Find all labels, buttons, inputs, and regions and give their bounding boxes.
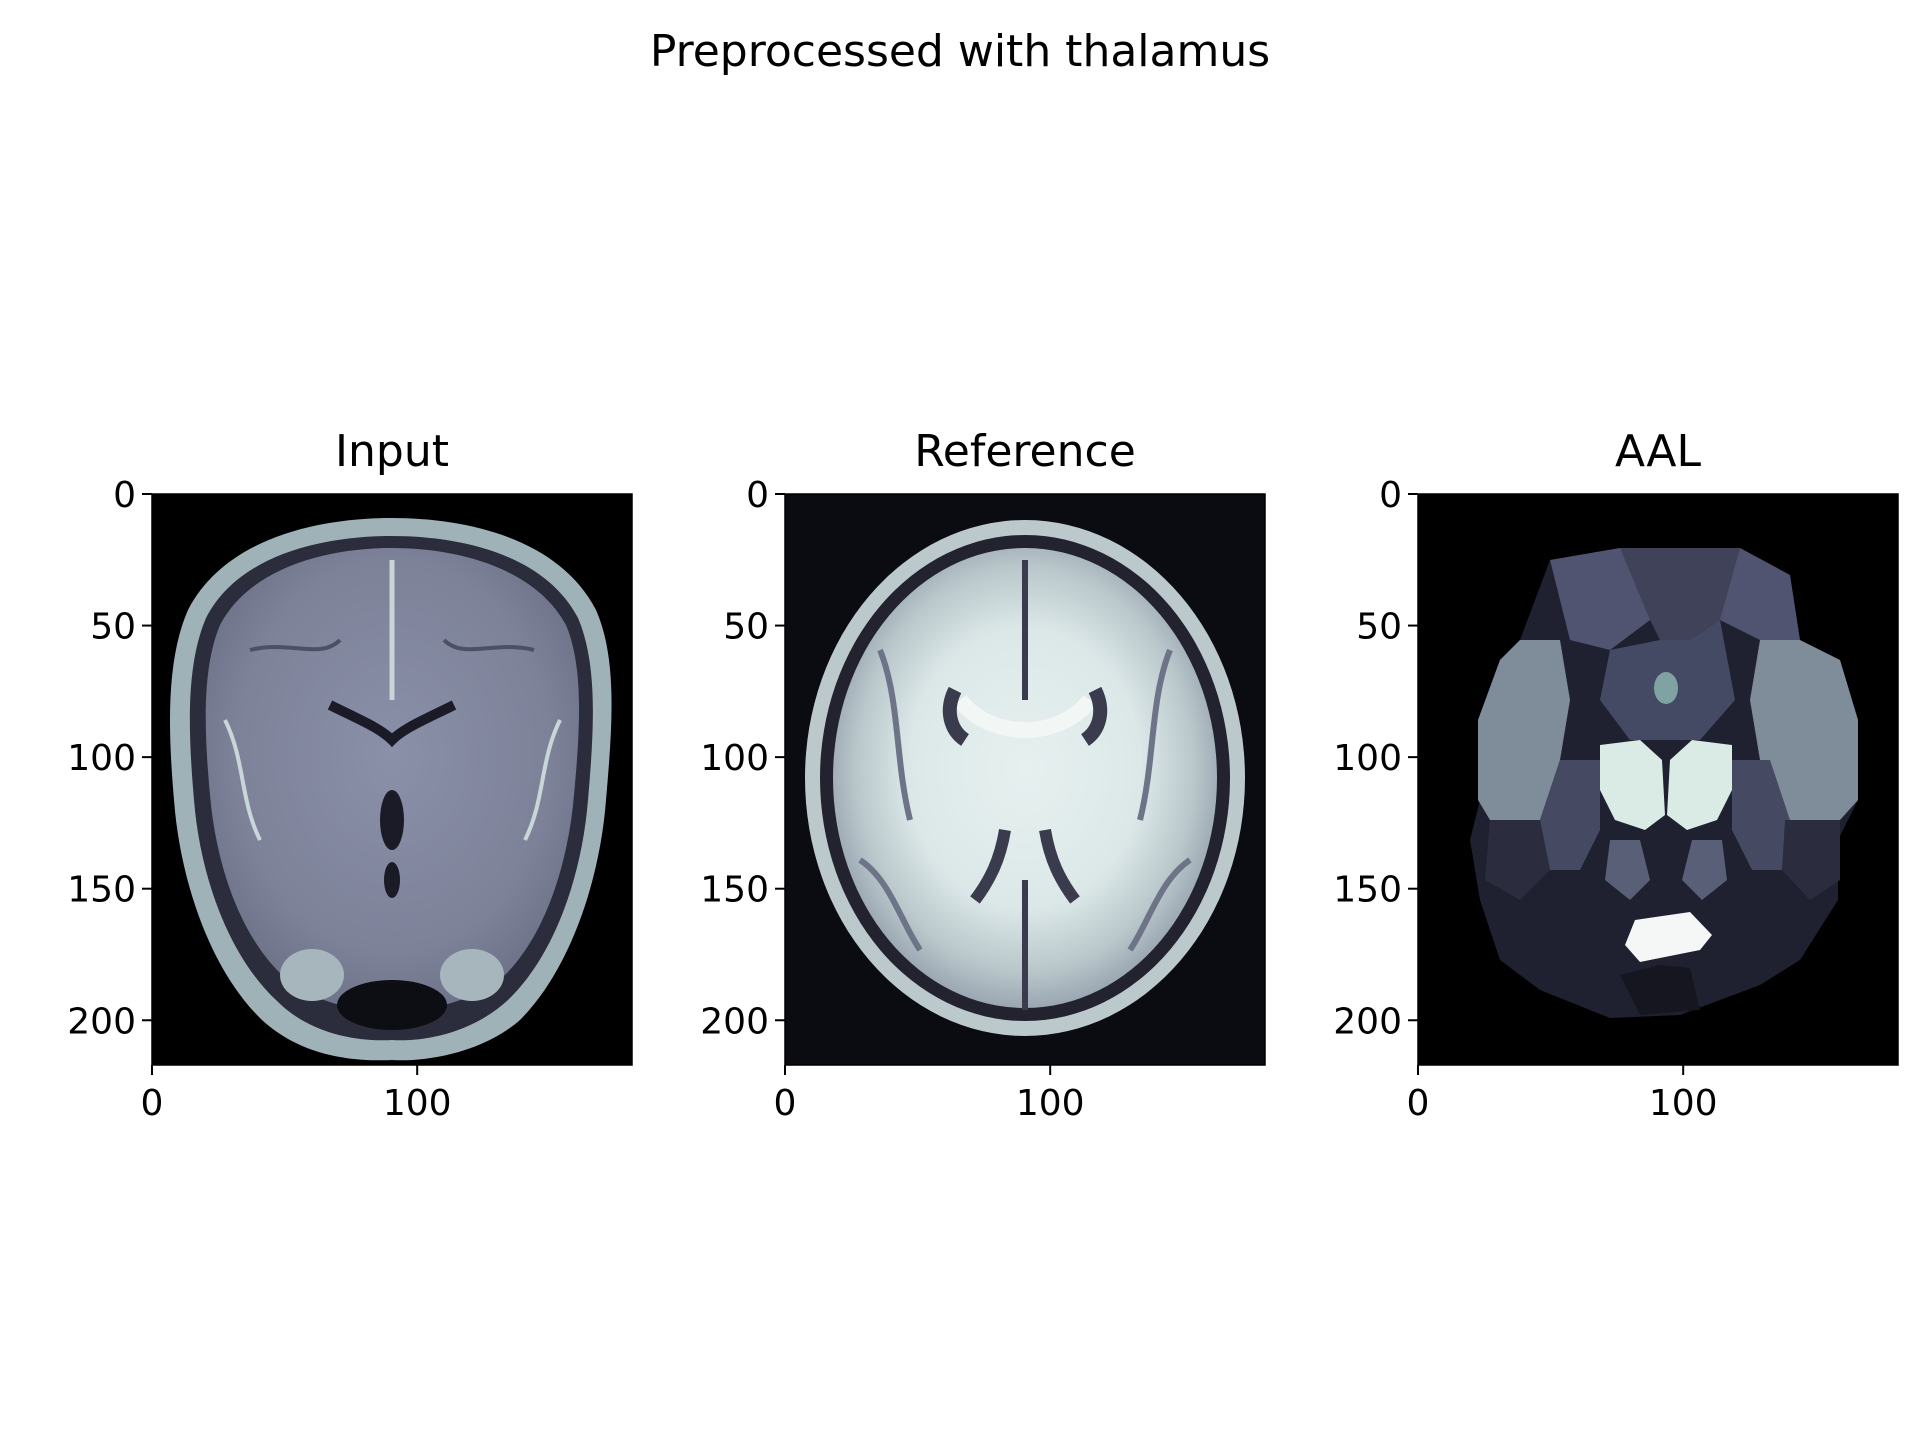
y-tick-label: 0: [113, 475, 136, 516]
input-mri-image: [169, 518, 612, 1061]
panel-title: AAL: [1615, 426, 1701, 477]
y-tick-label: 150: [1333, 870, 1402, 911]
y-tick-label: 50: [1356, 607, 1402, 648]
x-tick-label: 100: [1649, 1083, 1718, 1124]
y-tick-label: 150: [700, 870, 769, 911]
axes-frame: [784, 493, 1266, 1066]
panel-title: Input: [335, 426, 449, 477]
y-tick-label: 0: [1379, 475, 1402, 516]
y-tick-label: 50: [723, 607, 769, 648]
y-tick-label: 100: [67, 738, 136, 779]
y-tick-label: 100: [1333, 738, 1402, 779]
y-tick-label: 200: [700, 1001, 769, 1042]
x-tick-label: 0: [1407, 1083, 1430, 1124]
y-tick-label: 50: [90, 607, 136, 648]
panel-aal: AAL 0 50 100 150 200 0 100: [1333, 426, 1899, 1124]
aal-atlas-image: [1470, 548, 1858, 1018]
y-tick-label: 200: [1333, 1001, 1402, 1042]
y-tick-label: 0: [746, 475, 769, 516]
x-tick-label: 0: [774, 1083, 797, 1124]
figure-title: Preprocessed with thalamus: [649, 26, 1271, 77]
y-tick-label: 100: [700, 738, 769, 779]
reference-template-image: [805, 520, 1245, 1036]
x-tick-label: 100: [1016, 1083, 1085, 1124]
panel-input: Input 0 50 100 150 200 0 100: [67, 426, 633, 1124]
panel-reference: Reference 0 50 100 150 200 0 100: [700, 426, 1266, 1124]
y-tick-label: 200: [67, 1001, 136, 1042]
y-tick-label: 150: [67, 870, 136, 911]
x-tick-label: 100: [383, 1083, 452, 1124]
axes-frame: [151, 493, 633, 1066]
panel-title: Reference: [914, 426, 1136, 477]
axes-frame: [1417, 493, 1899, 1066]
x-tick-label: 0: [141, 1083, 164, 1124]
